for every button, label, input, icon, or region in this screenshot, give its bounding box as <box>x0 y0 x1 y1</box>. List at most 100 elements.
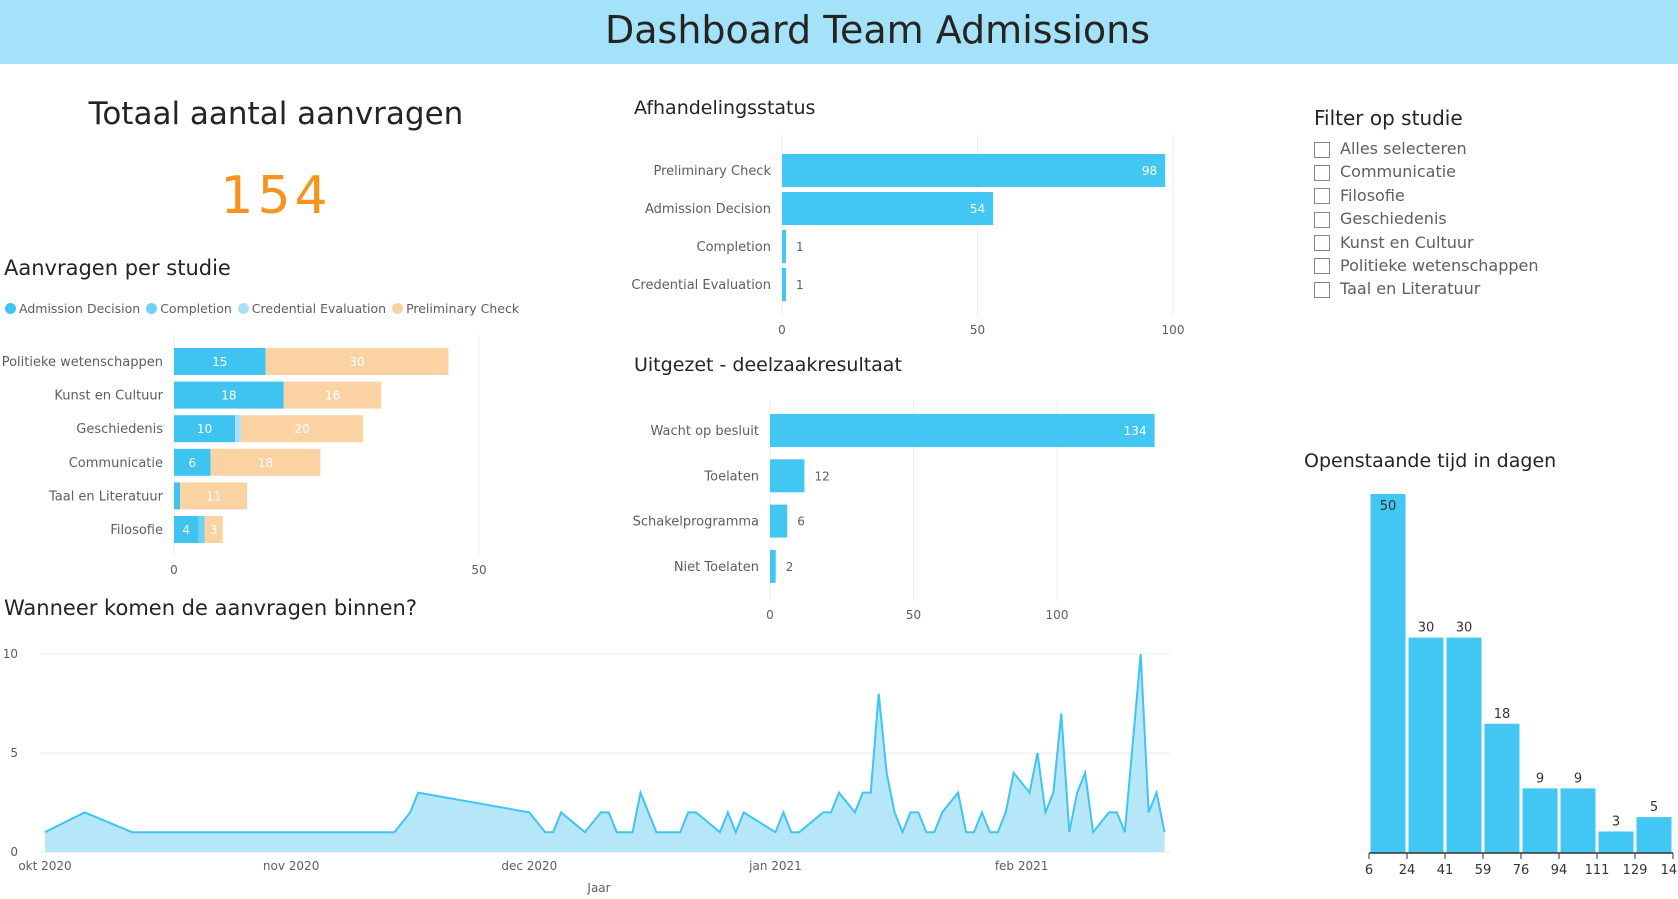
data-label: 3 <box>210 523 218 537</box>
legend-label: Credential Evaluation <box>251 301 387 316</box>
legend-item[interactable]: Admission Decision <box>5 301 140 316</box>
bar-segment <box>180 482 248 510</box>
data-label: 10 <box>197 422 212 436</box>
legend-item[interactable]: Preliminary Check <box>392 301 519 316</box>
filter-option[interactable]: Taal en Literatuur <box>1314 279 1539 302</box>
data-label: 4 <box>182 523 190 537</box>
data-label: 2 <box>786 560 794 574</box>
histogram-bar <box>1522 788 1558 853</box>
data-label: 98 <box>1142 164 1157 178</box>
x-tick-label: okt 2020 <box>18 859 71 873</box>
data-label: 18 <box>221 389 236 403</box>
x-tick-label: 50 <box>970 323 985 337</box>
legend-item[interactable]: Completion <box>146 301 232 316</box>
bar-segment <box>174 348 266 375</box>
x-tick-label: 59 <box>1475 863 1492 878</box>
category-label: Wacht op besluit <box>650 424 759 439</box>
x-tick-label: 0 <box>778 323 786 337</box>
data-label: 6 <box>188 456 196 470</box>
bar-segment <box>174 516 199 543</box>
data-label: 12 <box>814 469 829 483</box>
category-label: Credential Evaluation <box>631 278 771 293</box>
filter-option[interactable]: Kunst en Cultuur <box>1314 233 1539 256</box>
category-label: Niet Toelaten <box>674 560 759 575</box>
bar <box>770 414 1155 447</box>
data-label: 9 <box>1574 771 1582 786</box>
checkbox-icon[interactable] <box>1314 211 1330 228</box>
checkbox-icon[interactable] <box>1314 164 1330 181</box>
data-label: 15 <box>212 355 227 369</box>
data-label: 6 <box>797 515 805 529</box>
x-axis-title: Jaar <box>586 881 610 895</box>
bar <box>782 192 994 225</box>
filter-option-label: Geschiedenis <box>1340 209 1447 229</box>
checkbox-icon[interactable] <box>1314 235 1330 252</box>
filter-list: Alles selecteren Communicatie Filosofie Ges… <box>1314 139 1539 303</box>
per-studie-legend: Admission Decision Completion Credential E… <box>5 299 525 318</box>
category-label: Kunst en Cultuur <box>54 389 163 404</box>
filter-option[interactable]: Politieke wetenschappen <box>1314 256 1539 279</box>
area-fill <box>45 654 1165 852</box>
filter-option-label: Taal en Literatuur <box>1340 279 1481 299</box>
bar-segment <box>174 381 284 409</box>
x-tick-label: 0 <box>766 608 774 622</box>
histogram-bar <box>1408 637 1444 853</box>
legend-dot-icon <box>237 303 249 314</box>
y-tick-label: 0 <box>10 845 18 859</box>
data-label: 1 <box>796 278 804 292</box>
bar-segment <box>174 448 211 476</box>
bar <box>782 268 786 301</box>
bar-segment <box>198 516 205 543</box>
per-studie-title: Aanvragen per studie <box>4 256 231 280</box>
y-tick-label: 10 <box>3 647 18 661</box>
filter-option-label: Kunst en Cultuur <box>1340 232 1474 252</box>
kpi-title: Totaal aantal aanvragen <box>88 96 464 132</box>
data-label: 1 <box>796 240 804 254</box>
bar-segment <box>174 415 235 443</box>
bar <box>770 549 776 583</box>
x-tick-label: 76 <box>1513 863 1530 878</box>
legend-dot-icon <box>5 303 16 314</box>
histogram-bar <box>1370 494 1406 853</box>
y-tick-label: 5 <box>10 746 18 760</box>
category-label: Admission Decision <box>645 202 771 217</box>
data-label: 20 <box>294 422 309 436</box>
checkbox-icon[interactable] <box>1314 281 1330 298</box>
area-line <box>44 653 1166 835</box>
bar-segment <box>283 381 382 409</box>
x-tick-label: dec 2020 <box>501 859 557 873</box>
bar-segment <box>235 415 242 443</box>
filter-option[interactable]: Filosofie <box>1314 186 1539 209</box>
filter-option-label: Alles selecteren <box>1340 139 1467 158</box>
filter-option[interactable]: Alles selecteren <box>1314 139 1539 162</box>
checkbox-icon[interactable] <box>1314 258 1330 275</box>
filter-option[interactable]: Communicatie <box>1314 162 1539 185</box>
data-label: 16 <box>325 389 340 403</box>
filter-option[interactable]: Geschiedenis <box>1314 209 1539 232</box>
bar-segment <box>174 482 181 510</box>
legend-item[interactable]: Credential Evaluation <box>237 301 387 316</box>
dashboard-title: Dashboard Team Admissions <box>604 8 1151 52</box>
category-label: Completion <box>697 240 771 255</box>
category-label: Filosofie <box>110 523 163 538</box>
x-tick-label: nov 2020 <box>263 859 319 873</box>
x-tick-label: 41 <box>1437 863 1454 878</box>
x-tick-label: 100 <box>1162 323 1185 337</box>
header-bar: Dashboard Team Admissions <box>0 0 1678 64</box>
checkbox-icon[interactable] <box>1314 188 1330 205</box>
histogram-bar <box>1636 817 1672 853</box>
data-label: 18 <box>1494 707 1511 722</box>
legend-label: Completion <box>160 301 232 316</box>
data-label: 30 <box>349 355 364 369</box>
legend-dot-icon <box>392 303 404 314</box>
data-label: 30 <box>1456 621 1473 636</box>
checkbox-icon[interactable] <box>1314 141 1330 158</box>
x-tick-label: 6 <box>1365 863 1373 878</box>
category-label: Preliminary Check <box>653 164 771 179</box>
x-tick-label: 100 <box>1046 608 1069 622</box>
filter-option-label: Filosofie <box>1340 185 1405 205</box>
uitgezet-chart: 0 50 100 Wacht op besluit 134 Toelaten 12 Schak… <box>633 400 1155 622</box>
kpi-value: 154 <box>220 166 332 226</box>
bar <box>770 504 788 538</box>
